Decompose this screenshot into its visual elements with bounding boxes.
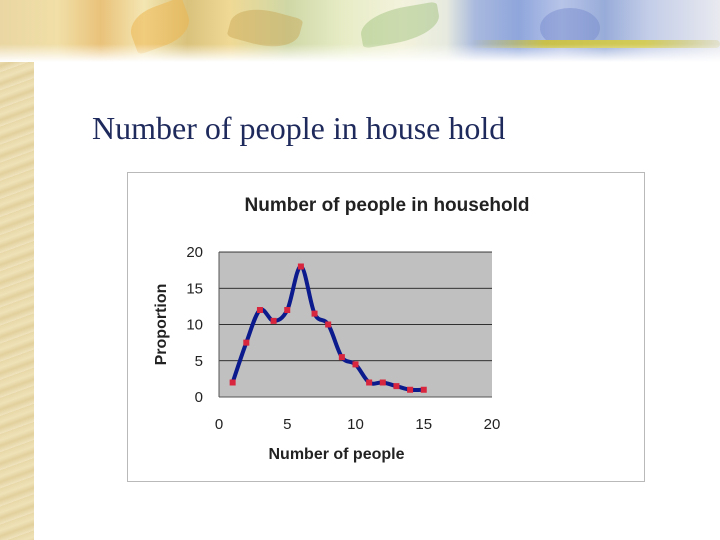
y-tick-label: 0 xyxy=(195,389,203,406)
x-tick-label: 0 xyxy=(215,416,223,433)
x-tick-label: 5 xyxy=(283,416,291,433)
data-point xyxy=(297,263,304,270)
vine-decoration xyxy=(470,40,720,48)
data-point xyxy=(284,307,291,313)
y-tick-label: 5 xyxy=(195,353,203,370)
data-point xyxy=(352,361,359,368)
parchment-border xyxy=(0,0,34,540)
data-point xyxy=(229,379,236,386)
data-point xyxy=(243,339,250,346)
decorative-banner xyxy=(0,0,720,62)
data-point xyxy=(379,379,386,386)
y-tick-label: 10 xyxy=(186,317,203,334)
chart-title: Number of people in household xyxy=(245,195,530,216)
y-tick-label: 15 xyxy=(186,280,203,297)
slide-title: Number of people in house hold xyxy=(92,110,506,146)
x-axis-label: Number of people xyxy=(268,446,404,463)
data-point xyxy=(393,383,400,390)
y-axis-label: Proportion xyxy=(153,284,170,366)
line-chart: Number of people in household 0 5 10 15 20 0 5 1… xyxy=(153,195,530,463)
leaf-decoration xyxy=(124,0,196,56)
data-point xyxy=(270,317,277,324)
chart-frame: Number of people in household 0 5 10 15 20 0 5 1… xyxy=(127,172,645,482)
data-point xyxy=(256,307,263,313)
y-tick-label: 20 xyxy=(186,244,203,261)
leaf-decoration xyxy=(226,1,304,55)
data-point xyxy=(366,379,373,386)
x-tick-label: 10 xyxy=(347,416,364,433)
data-point xyxy=(420,386,427,393)
leaf-decoration xyxy=(357,1,443,49)
x-tick-label: 20 xyxy=(484,416,501,433)
data-point xyxy=(311,310,318,317)
data-point xyxy=(338,354,345,361)
data-point xyxy=(407,386,414,393)
data-point xyxy=(325,321,332,328)
x-tick-label: 15 xyxy=(415,416,432,433)
